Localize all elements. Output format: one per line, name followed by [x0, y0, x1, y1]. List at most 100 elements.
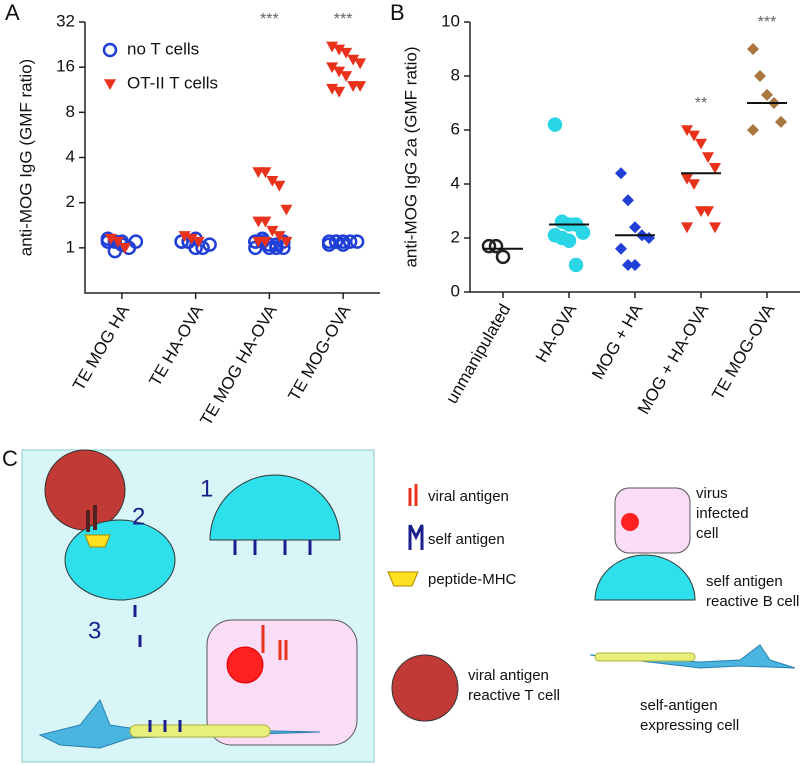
data-point — [709, 163, 721, 174]
data-point — [321, 237, 337, 252]
data-point — [280, 236, 293, 248]
data-point — [688, 179, 700, 190]
y-tick-label: 0 — [451, 281, 460, 300]
significance: ** — [695, 95, 707, 112]
data-point — [761, 88, 773, 101]
data-point — [754, 70, 766, 82]
data-point — [702, 152, 714, 163]
data-point — [747, 43, 759, 55]
legend-label: OT-II T cells — [127, 73, 218, 92]
b-cell-large — [209, 474, 341, 541]
data-point — [333, 44, 346, 56]
step-label: 1 — [200, 475, 213, 502]
data-point — [702, 206, 714, 217]
data-point — [118, 243, 131, 254]
x-tick-label: MOG + HA — [588, 300, 647, 382]
x-tick-label: unmanipulated — [442, 301, 514, 407]
step-label: 2 — [132, 503, 145, 530]
data-point — [681, 222, 693, 234]
data-point — [615, 167, 627, 180]
data-point — [561, 233, 577, 248]
data-point — [326, 41, 339, 53]
data-point — [273, 180, 286, 192]
data-point — [259, 236, 272, 248]
legend-text: self antigen — [428, 531, 505, 548]
legend-label: no T cells — [127, 39, 199, 58]
data-point — [622, 194, 634, 207]
legend-infected-cell — [614, 487, 691, 554]
data-point — [269, 237, 284, 252]
legend-text: self-antigen — [640, 697, 718, 714]
legend-text: reactive T cell — [468, 687, 560, 704]
data-point — [340, 47, 353, 59]
data-point — [111, 236, 124, 248]
legend-text: expressing cell — [640, 717, 739, 734]
legend-t-cell — [391, 654, 459, 722]
y-tick-label: 2 — [451, 227, 460, 246]
data-point — [681, 125, 693, 136]
y-tick-label: 1 — [66, 237, 75, 256]
data-point — [481, 238, 497, 254]
y-tick-label: 8 — [66, 102, 75, 121]
x-tick-label: TE MOG HA-OVA — [196, 301, 281, 429]
y-tick-label: 32 — [56, 11, 75, 30]
pmhc — [84, 534, 111, 548]
legend-text: self antigen — [706, 573, 783, 590]
data-point — [629, 221, 641, 234]
data-point — [340, 71, 353, 82]
b-cell-small — [64, 519, 176, 601]
step-label: 3 — [88, 617, 101, 644]
data-point — [342, 234, 358, 249]
data-point — [333, 86, 346, 98]
data-point — [333, 66, 346, 78]
data-point — [104, 79, 116, 90]
y-tick-label: 4 — [451, 173, 460, 192]
data-point — [266, 225, 279, 237]
legend-virus — [621, 513, 639, 531]
legend-text: viral antigen — [428, 488, 509, 505]
significance: *** — [758, 14, 777, 31]
x-tick-label: TE MOG-OVA — [284, 301, 354, 404]
panel-letter: B — [390, 0, 405, 25]
data-point — [202, 237, 217, 252]
data-point — [102, 42, 118, 58]
data-point — [747, 124, 759, 136]
tcr — [86, 505, 97, 532]
data-point — [280, 204, 293, 216]
data-point — [107, 243, 123, 259]
data-point — [495, 249, 511, 265]
x-tick-label: HA-OVA — [532, 300, 581, 365]
data-point — [681, 173, 693, 185]
data-point — [775, 115, 787, 128]
y-tick-label: 6 — [451, 119, 460, 138]
data-point — [328, 234, 344, 249]
y-tick-label: 10 — [441, 11, 460, 30]
y-axis-label: anti-MOG IgG 2a (GMF ratio) — [401, 46, 420, 267]
data-point — [104, 233, 117, 245]
data-point — [326, 83, 339, 95]
diagram — [21, 449, 796, 763]
y-tick-label: 4 — [66, 147, 75, 166]
legend-self-antigen — [408, 524, 424, 550]
data-point — [195, 240, 210, 256]
x-tick-label: TE MOG HA — [69, 301, 133, 394]
data-point — [185, 233, 198, 245]
panel-letter: A — [5, 0, 20, 25]
viral-antigen — [261, 625, 288, 660]
data-point — [128, 234, 144, 249]
y-tick-label: 8 — [451, 65, 460, 84]
data-point — [259, 167, 272, 179]
data-point — [354, 58, 367, 70]
y-tick-label: 2 — [66, 192, 75, 211]
data-point — [622, 259, 634, 271]
x-tick-label: MOG + HA-OVA — [634, 300, 713, 417]
data-point — [335, 234, 351, 249]
t-cell — [44, 449, 126, 531]
data-point — [575, 225, 591, 240]
legend-text: peptide-MHC — [428, 571, 517, 588]
x-tick-label: TE HA-OVA — [145, 301, 207, 389]
data-point — [488, 238, 504, 254]
data-point — [266, 175, 279, 187]
data-point — [547, 117, 563, 132]
